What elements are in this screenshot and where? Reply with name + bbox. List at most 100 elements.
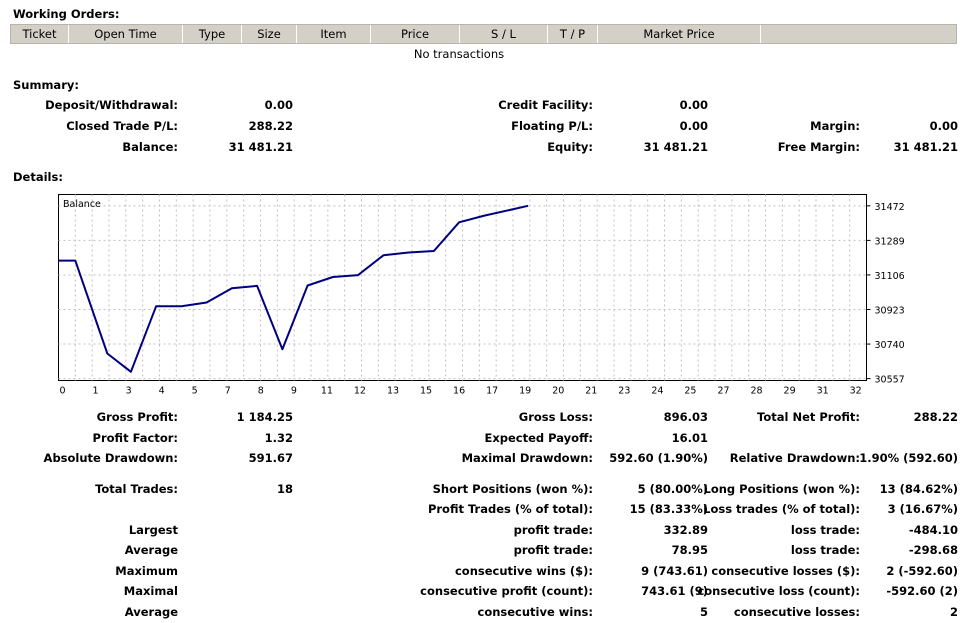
maximal-label: Maximal [123,584,178,598]
avg-consecutive-losses-value: 2 [949,605,958,619]
net-profit-value: 288.22 [913,410,958,424]
y-tick-label: 31106 [875,271,905,282]
y-axis-ticks: 31472 31289 31106 30923 30740 30557 [866,202,905,386]
avg-loss-value: -298.68 [908,543,958,557]
closed-pl-value: 288.22 [248,119,293,133]
balance-value: 31 481.21 [228,140,293,154]
working-orders-header: Ticket Open Time Type Size Item Price S … [10,24,957,44]
deposit-label: Deposit/Withdrawal: [45,98,178,112]
x-tick-label: 0 [59,386,65,397]
largest-profit-value: 332.89 [663,523,708,537]
maximal-profit-value: 743.61 (9) [641,584,708,598]
x-tick-label: 24 [651,386,663,397]
max-drawdown-label: Maximal Drawdown: [461,451,593,465]
equity-label: Equity: [547,140,593,154]
y-tick-label: 31289 [875,236,905,247]
summary-title: Summary: [13,78,79,92]
avg-consecutive-wins-label: consecutive wins: [477,605,594,619]
equity-value: 31 481.21 [643,140,708,154]
expected-payoff-value: 16.01 [671,431,708,445]
net-profit-label: Total Net Profit: [757,410,860,424]
avg-profit-value: 78.95 [671,543,708,557]
margin-label: Margin: [810,119,860,133]
loss-trades-label: Loss trades (% of total): [703,502,860,516]
max-consecutive-wins-label: consecutive wins ($): [454,564,593,578]
long-positions-value: 13 (84.62%) [879,482,958,496]
free-margin-label: Free Margin: [777,140,860,154]
short-positions-label: Short Positions (won %): [432,482,593,496]
col-price[interactable]: Price [371,25,460,43]
x-tick-label: 5 [192,386,198,397]
largest-loss-value: -484.10 [908,523,958,537]
working-orders-title: Working Orders: [13,7,120,21]
margin-value: 0.00 [929,119,958,133]
floating-pl-label: Floating P/L: [511,119,593,133]
col-market-price[interactable]: Market Price [598,25,761,43]
gross-profit-value: 1 184.25 [236,410,293,424]
profit-factor-value: 1.32 [264,431,293,445]
avg-loss-label: loss trade: [790,543,860,557]
balance-series-line [58,204,529,373]
x-tick-label: 21 [585,386,597,397]
maximal-loss-value: -592.60 (2) [886,584,958,598]
x-tick-label: 23 [618,386,630,397]
col-size[interactable]: Size [242,25,297,43]
max-consecutive-losses-label: consecutive losses ($): [711,564,860,578]
floating-pl-value: 0.00 [679,119,708,133]
maximum-label: Maximum [115,564,178,578]
max-consecutive-wins-value: 9 (743.61) [641,564,708,578]
x-axis-ticks: 0 1 3 4 5 7 8 9 11 12 13 15 16 17 19 20 21 23 24 25 27 28 29 31… [59,386,861,397]
avg-consecutive-wins-value: 5 [699,605,708,619]
y-tick-label: 31472 [875,202,905,213]
col-type[interactable]: Type [183,25,242,43]
max-consecutive-losses-value: 2 (-592.60) [886,564,958,578]
total-trades-label: Total Trades: [95,482,178,496]
x-tick-label: 32 [850,386,862,397]
x-tick-label: 19 [519,386,531,397]
balance-label: Balance: [122,140,178,154]
gross-profit-label: Gross Profit: [96,410,178,424]
x-tick-label: 1 [93,386,99,397]
closed-pl-label: Closed Trade P/L: [66,119,178,133]
x-tick-label: 31 [817,386,829,397]
deposit-value: 0.00 [264,98,293,112]
largest-label: Largest [128,523,178,537]
x-tick-label: 16 [453,386,465,397]
x-tick-label: 3 [126,386,132,397]
x-tick-label: 20 [552,386,564,397]
y-tick-label: 30557 [875,375,905,386]
x-tick-label: 11 [321,386,333,397]
gross-loss-value: 896.03 [663,410,708,424]
no-transactions-text: No transactions [413,47,505,61]
average-label: Average [124,543,178,557]
abs-drawdown-label: Absolute Drawdown: [43,451,178,465]
x-tick-label: 27 [717,386,729,397]
chart-title: Balance [63,199,101,210]
x-tick-label: 7 [225,386,231,397]
x-tick-label: 28 [751,386,763,397]
avg-consecutive-losses-label: consecutive losses: [733,605,860,619]
x-tick-label: 29 [784,386,796,397]
col-sl[interactable]: S / L [460,25,548,43]
maximal-profit-label: consecutive profit (count): [420,584,593,598]
details-title: Details: [13,170,63,184]
x-tick-label: 17 [486,386,498,397]
credit-label: Credit Facility: [498,98,593,112]
x-tick-label: 25 [684,386,696,397]
x-tick-label: 9 [291,386,297,397]
rel-drawdown-value: 1.90% (592.60) [859,451,958,465]
average2-label: Average [124,605,178,619]
credit-value: 0.00 [679,98,708,112]
avg-profit-label: profit trade: [513,543,593,557]
profit-factor-label: Profit Factor: [92,431,178,445]
long-positions-label: Long Positions (won %): [703,482,861,496]
col-item[interactable]: Item [297,25,371,43]
largest-profit-label: profit trade: [513,523,593,537]
gross-loss-label: Gross Loss: [518,410,593,424]
loss-trades-value: 3 (16.67%) [887,502,958,516]
col-tp[interactable]: T / P [548,25,598,43]
col-open-time[interactable]: Open Time [69,25,183,43]
col-ticket[interactable]: Ticket [11,25,69,43]
max-drawdown-value: 592.60 (1.90%) [609,451,708,465]
